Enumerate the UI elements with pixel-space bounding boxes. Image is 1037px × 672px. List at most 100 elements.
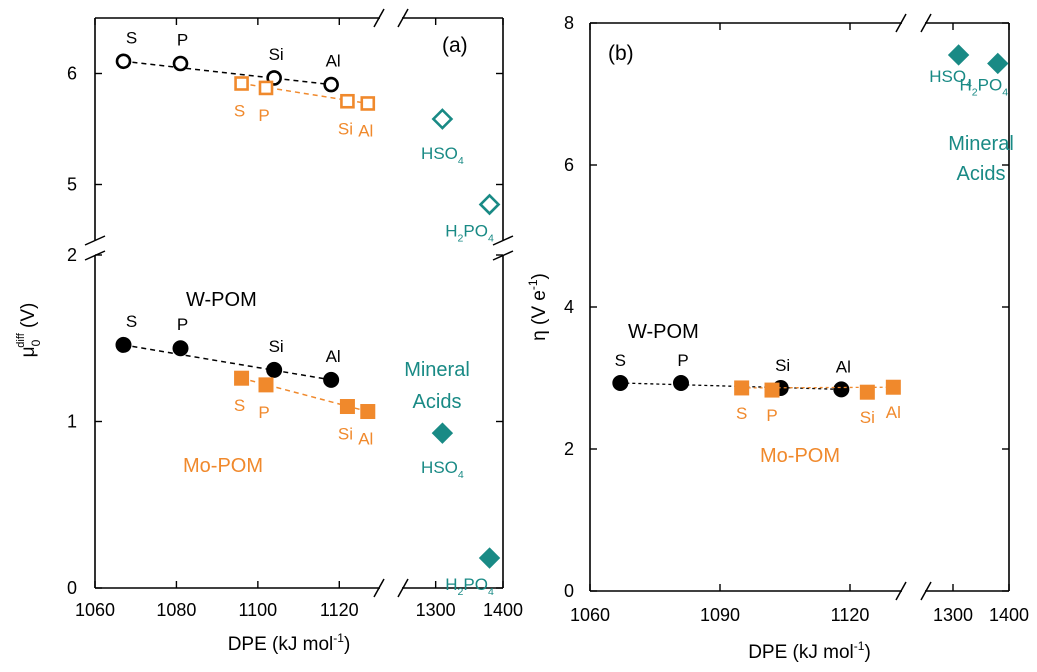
mineral-point-label: H2PO4 <box>445 221 494 244</box>
panel-b: 1060 1090 1120 1300 1400 0 2 4 6 8 DPE (kJ mol-1) η… <box>526 13 1029 663</box>
mineral-point <box>431 108 454 130</box>
mo-point-label: Al <box>358 121 373 140</box>
w-point-label: S <box>615 351 626 370</box>
y-tick-label: 0 <box>564 581 574 601</box>
mo-point-label: Si <box>860 408 875 427</box>
mo-point-label: Si <box>338 425 353 444</box>
x-tick-label: 1300 <box>416 600 456 620</box>
w-point-label: Al <box>326 52 341 71</box>
y-break-right <box>492 235 514 246</box>
mo-point-label: Al <box>886 403 901 422</box>
x-break-bottom <box>920 581 932 601</box>
x-break-top <box>920 13 932 33</box>
mo-point <box>360 404 376 420</box>
panel-a: 1060 1080 1100 1120 1300 1400 5 6 0 1 2 DPE (kJ mol… <box>15 8 523 655</box>
y-tick-label: 8 <box>564 13 574 33</box>
mineral-point-label: H2PO4 <box>445 575 494 598</box>
mo-point-label: S <box>736 404 747 423</box>
panel-label: (a) <box>442 34 468 57</box>
mo-point <box>340 93 355 109</box>
mo-point-label: P <box>258 106 269 125</box>
x-break-bottom <box>895 581 907 601</box>
w-point <box>115 53 132 70</box>
w-point-label: S <box>126 312 137 331</box>
mo-point-label: Si <box>338 119 353 138</box>
mo-point <box>360 96 376 111</box>
mo-point <box>234 370 250 386</box>
mineral-point-label: HSO4 <box>929 67 972 90</box>
w-point-label: P <box>177 315 188 334</box>
mineral-acids-label-line1: Mineral <box>404 359 470 381</box>
mineral-point-label: HSO4 <box>421 458 464 481</box>
w-trend-line <box>123 344 332 381</box>
y-tick-label: 4 <box>564 297 574 317</box>
mineral-point <box>478 547 501 569</box>
mo-pom-label: Mo-POM <box>760 445 840 467</box>
x-tick-label: 1400 <box>989 605 1029 625</box>
x-tick-label: 1100 <box>238 600 277 620</box>
mo-point <box>234 76 249 91</box>
mineral-point-label: HSO4 <box>421 144 464 167</box>
x-break-bottom <box>397 578 409 598</box>
w-point-label: S <box>126 28 137 47</box>
w-point <box>172 340 189 357</box>
y-tick-label: 6 <box>564 155 574 175</box>
y-tick-label: 2 <box>564 439 574 459</box>
mo-point-label: S <box>234 101 245 120</box>
mineral-acids-label-line1: Mineral <box>948 133 1014 155</box>
mo-point <box>859 384 875 400</box>
mineral-point <box>987 52 1009 75</box>
w-trend-line <box>620 382 842 391</box>
mo-point <box>339 399 355 415</box>
panel-label: (b) <box>608 42 634 65</box>
mo-point-label: P <box>258 403 269 422</box>
mineral-acids-label-line2: Acids <box>413 391 462 413</box>
w-point <box>172 55 189 72</box>
w-point <box>612 374 629 391</box>
mineral-acids-label-line2: Acids <box>957 163 1006 185</box>
y-axis-label: η (V e-1) <box>526 273 550 341</box>
mineral-point <box>947 44 970 66</box>
w-trend-line <box>123 60 332 86</box>
w-point-label: P <box>177 31 188 50</box>
w-point-label: Si <box>269 337 284 356</box>
y-tick-label: 6 <box>67 64 77 84</box>
x-break-bottom <box>373 578 385 598</box>
x-axis-label: DPE (kJ mol-1) <box>228 631 351 655</box>
w-point <box>266 361 283 378</box>
mo-point-label: Al <box>358 430 373 449</box>
mo-point <box>885 379 901 395</box>
w-point <box>673 374 689 391</box>
mo-point <box>734 380 750 396</box>
mineral-point <box>478 193 501 216</box>
mo-point <box>258 377 274 393</box>
mineral-point <box>431 422 454 444</box>
y-tick-label: 2 <box>67 245 77 265</box>
w-pom-label: W-POM <box>628 321 699 343</box>
x-tick-label: 1120 <box>320 600 359 620</box>
w-point-label: Al <box>326 347 341 366</box>
x-axis-label: DPE (kJ mol-1) <box>748 639 871 663</box>
w-point <box>323 371 340 388</box>
w-point-label: Si <box>269 45 284 64</box>
mineral-point-label: H2PO4 <box>960 75 1009 98</box>
y-tick-label: 0 <box>67 578 77 598</box>
x-break-top <box>397 8 409 28</box>
x-tick-label: 1300 <box>933 605 973 625</box>
y-axis-label: μ0diff (V) <box>15 303 43 358</box>
w-point-label: Al <box>836 357 851 376</box>
x-break-top <box>373 8 385 28</box>
mo-point-label: S <box>234 396 245 415</box>
w-point-label: Si <box>775 356 790 375</box>
x-tick-label: 1060 <box>570 605 610 625</box>
mo-pom-label: Mo-POM <box>183 455 263 477</box>
w-pom-label: W-POM <box>186 289 257 311</box>
x-tick-label: 1090 <box>700 605 740 625</box>
x-tick-label: 1120 <box>831 605 870 625</box>
y-break-left <box>84 235 106 246</box>
x-tick-label: 1400 <box>483 600 523 620</box>
mo-point <box>258 80 274 96</box>
x-tick-label: 1060 <box>75 600 115 620</box>
